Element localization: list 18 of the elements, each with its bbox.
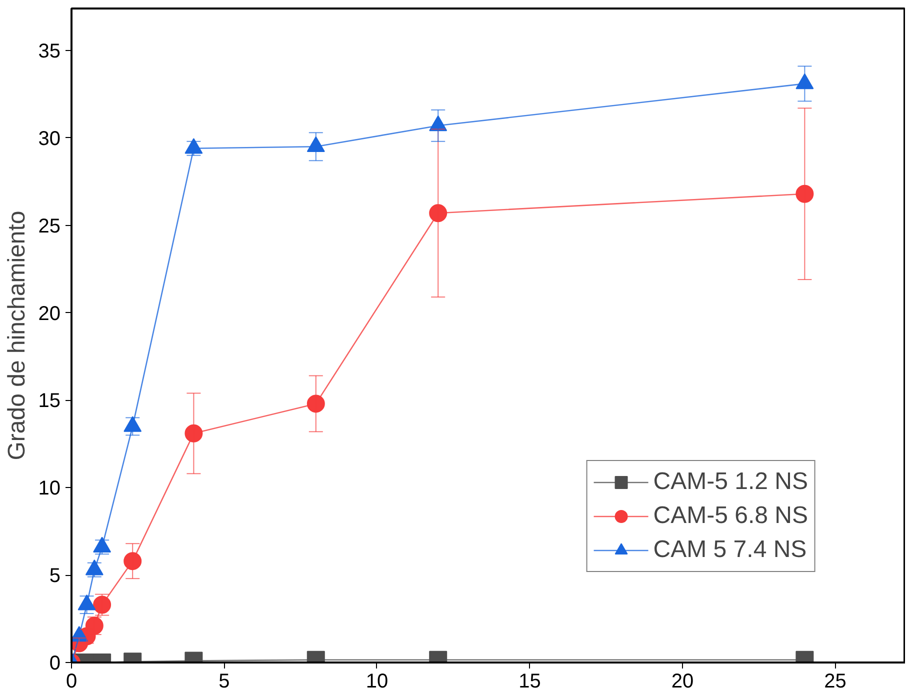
y-axis-title: Grado de hinchamiento [3,210,30,460]
y-tick-label: 25 [38,215,61,238]
x-tick-label: 10 [366,670,388,692]
x-tick-label: 15 [518,670,541,692]
legend-label: CAM-5 1.2 NS [653,468,808,496]
y-tick-label: 0 [49,652,60,674]
y-tick-label: 35 [38,40,61,62]
y-tick-label: 20 [38,302,61,325]
x-tick-label: 0 [66,670,78,692]
legend-label: CAM 5 7.4 NS [653,536,807,564]
x-tick-label: 5 [218,670,230,692]
x-tick-label: 20 [671,670,694,692]
y-tick-label: 10 [38,478,61,500]
y-tick-label: 30 [38,128,61,150]
y-tick-label: 15 [38,390,61,412]
y-tick-label: 5 [49,565,60,588]
legend-label: CAM-5 6.8 NS [653,502,808,530]
x-tick-label: 25 [824,670,846,692]
